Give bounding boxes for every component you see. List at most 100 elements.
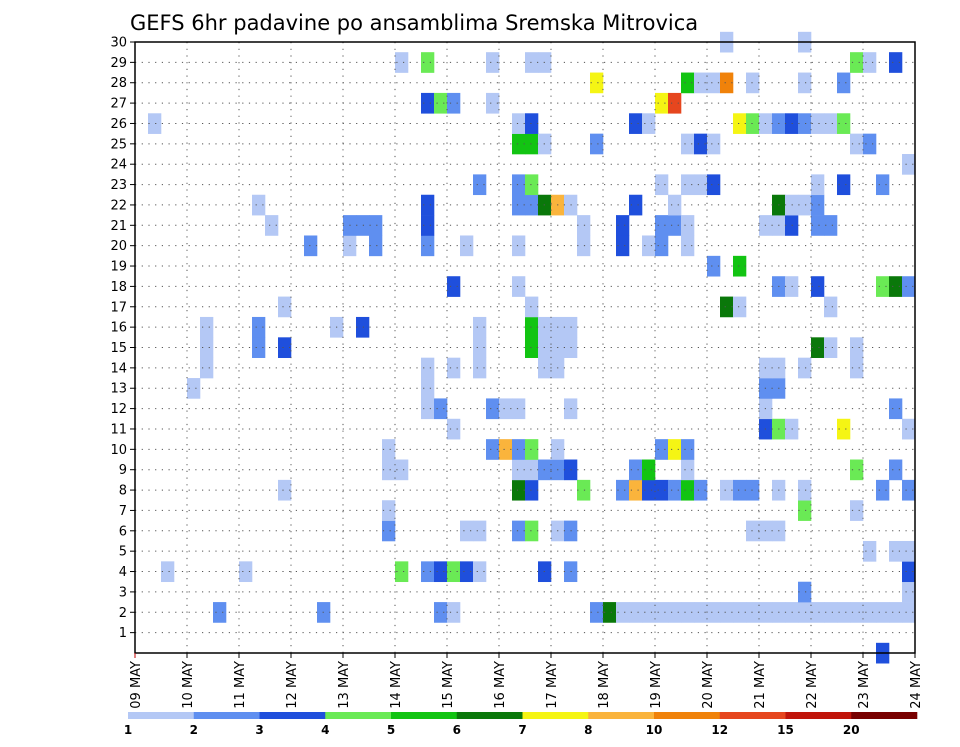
heatmap-cell [642, 602, 656, 623]
heatmap-cell [824, 113, 838, 134]
y-tick-label: 20 [110, 239, 127, 254]
y-tick-label: 6 [119, 524, 127, 539]
heatmap-cell [512, 235, 526, 257]
heatmap-cell [499, 439, 513, 460]
heatmap-cell [200, 357, 214, 379]
heatmap-cell [577, 479, 591, 501]
colorbar-label: 5 [387, 723, 395, 737]
heatmap-cell [798, 113, 812, 134]
colorbar-swatch [391, 712, 458, 719]
y-tick-label: 28 [110, 76, 127, 91]
x-tick-label: 17 MAY [545, 661, 560, 709]
heatmap-cell [252, 194, 266, 216]
heatmap-cell [616, 235, 630, 257]
heatmap-cell [460, 520, 474, 542]
heatmap-cell [720, 479, 734, 501]
heatmap-cell [811, 215, 825, 236]
heatmap-cell [590, 133, 604, 155]
heatmap-cell [824, 215, 838, 236]
heatmap-cell [382, 500, 396, 521]
heatmap-cell [356, 215, 370, 236]
heatmap-cell [356, 316, 370, 338]
heatmap-cell [811, 602, 825, 623]
heatmap-cell [200, 337, 214, 358]
y-tick-label: 25 [110, 137, 127, 152]
heatmap-cell [850, 337, 864, 358]
heatmap-cell [824, 296, 838, 318]
heatmap-cell [213, 602, 227, 623]
heatmap-cell [707, 255, 721, 277]
heatmap-cell [525, 174, 539, 196]
heatmap-cell [447, 561, 461, 583]
heatmap-cell [525, 337, 539, 358]
colorbar-label: 4 [321, 723, 329, 737]
heatmap-cell [668, 92, 682, 114]
heatmap-cell [447, 276, 461, 297]
x-tick-label: 21 MAY [753, 661, 768, 709]
heatmap-cell [902, 561, 916, 583]
y-tick-label: 5 [119, 545, 127, 560]
heatmap-cell [798, 479, 812, 501]
heatmap-cell [278, 479, 292, 501]
y-tick-label: 1 [119, 626, 127, 641]
heatmap-cell [525, 194, 539, 216]
heatmap-cell [421, 561, 435, 583]
colorbar-legend: 1 2 3 4 5 6 7 8 10 12 15 20 [124, 712, 918, 737]
heatmap-cell [694, 479, 708, 501]
heatmap-cell [577, 235, 591, 257]
heatmap-cell [252, 337, 266, 358]
heatmap-cell [681, 133, 695, 155]
heatmap-cell [798, 602, 812, 623]
heatmap-cell [863, 133, 877, 155]
heatmap-cell [889, 540, 903, 562]
heatmap-cell [577, 215, 591, 236]
heatmap-cell [187, 378, 201, 399]
heatmap-cell [850, 357, 864, 379]
heatmap-cell [707, 72, 721, 94]
heatmap-cell [902, 602, 916, 623]
heatmap-cell [681, 72, 695, 94]
x-tick-label: 23 MAY [857, 661, 872, 709]
x-tick-label: 13 MAY [337, 661, 352, 709]
heatmap-cell [421, 378, 435, 399]
heatmap-cell [421, 52, 435, 73]
heatmap-cell [265, 215, 279, 236]
colorbar-label: 12 [711, 723, 728, 737]
heatmap-cell [616, 479, 630, 501]
heatmap-cell [655, 215, 669, 236]
heatmap-cell [746, 520, 760, 542]
y-tick-label: 10 [110, 443, 127, 458]
heatmap-cell [486, 439, 500, 460]
heatmap-cell [590, 72, 604, 94]
x-tick-label: 12 MAY [285, 661, 300, 709]
heatmap-cell [837, 602, 851, 623]
colorbar-label: 8 [584, 723, 592, 737]
heatmap-cell [655, 439, 669, 460]
heatmap-cell [889, 276, 903, 297]
heatmap-cell [850, 602, 864, 623]
heatmap-cell [837, 72, 851, 94]
heatmap-cell [486, 398, 500, 420]
heatmap-cell [863, 52, 877, 73]
heatmap-cell [473, 520, 487, 542]
heatmap-cell [707, 174, 721, 196]
heatmap-cell [421, 398, 435, 420]
heatmap-cell [902, 581, 916, 603]
colorbar-swatch [719, 712, 786, 719]
heatmap-cell [629, 459, 643, 481]
heatmap-cell [798, 72, 812, 94]
x-tick-label: 09 MAY [129, 661, 144, 709]
heatmap-cell [434, 602, 448, 623]
heatmap-cell [876, 602, 890, 623]
heatmap-cell [512, 479, 526, 501]
heatmap-cell [746, 479, 760, 501]
heatmap-cell [733, 479, 747, 501]
heatmap-cell [668, 479, 682, 501]
y-tick-label: 29 [110, 56, 127, 71]
heatmap-cell [811, 174, 825, 196]
heatmap-cell [681, 215, 695, 236]
x-tick-label: 15 MAY [441, 661, 456, 709]
heatmap-cell [460, 561, 474, 583]
heatmap-cell [889, 398, 903, 420]
x-tick-label: 18 MAY [597, 661, 612, 709]
